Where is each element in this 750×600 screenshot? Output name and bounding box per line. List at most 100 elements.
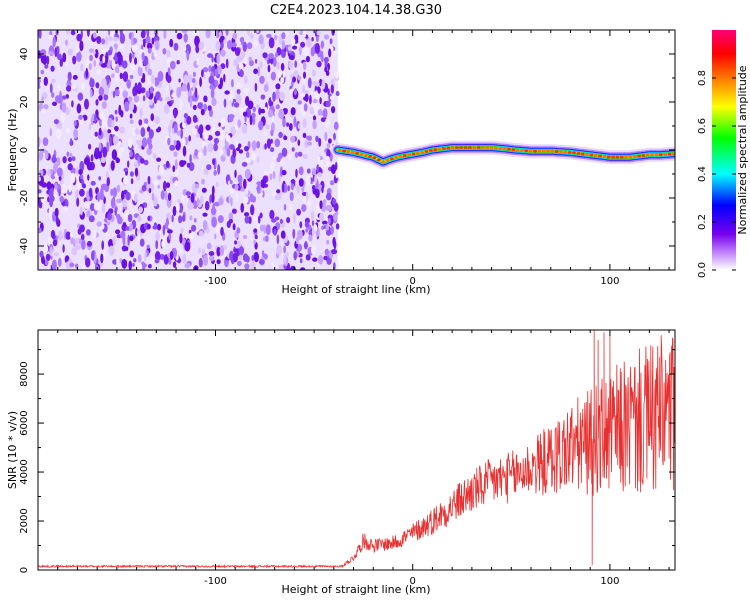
noise-blob <box>279 218 283 224</box>
noise-blob <box>168 257 172 265</box>
noise-blob <box>312 115 317 121</box>
noise-blob <box>135 139 140 144</box>
noise-blob <box>303 45 309 56</box>
noise-blob <box>107 49 113 56</box>
noise-blob <box>111 59 116 69</box>
noise-blob <box>207 105 212 111</box>
noise-blob <box>232 32 238 40</box>
noise-blob <box>200 195 204 205</box>
noise-blob <box>59 195 64 203</box>
noise-blob <box>44 260 49 266</box>
ridge-peak <box>450 146 455 149</box>
noise-blob <box>52 239 58 247</box>
noise-blob <box>243 196 249 204</box>
ridge-peak <box>520 149 524 152</box>
noise-blob <box>156 157 162 162</box>
noise-blob <box>320 40 325 49</box>
noise-blob <box>320 50 324 61</box>
noise-blob <box>179 233 183 244</box>
noise-blob <box>294 151 299 159</box>
noise-blob <box>101 117 108 128</box>
noise-blob <box>39 250 44 258</box>
noise-blob <box>149 99 153 106</box>
spectrogram-y-tick-label: 40 <box>19 48 30 61</box>
noise-blob <box>247 100 254 110</box>
noise-blob <box>231 208 237 214</box>
noise-blob <box>202 212 208 217</box>
noise-blob <box>233 102 240 108</box>
noise-blob <box>150 113 155 122</box>
noise-blob <box>137 82 142 91</box>
snr-x-axis-label: Height of straight line (km) <box>281 583 430 596</box>
noise-blob <box>266 33 272 38</box>
noise-blob <box>116 213 121 220</box>
noise-blob <box>108 245 115 256</box>
noise-blob <box>327 62 330 71</box>
ridge-peak <box>472 146 477 149</box>
noise-blob <box>121 190 125 202</box>
ridge-peak <box>563 150 568 154</box>
noise-blob <box>208 251 215 256</box>
noise-blob <box>115 157 120 164</box>
noise-blob <box>322 199 327 205</box>
noise-blob <box>129 235 134 242</box>
noise-blob <box>71 85 76 90</box>
noise-blob <box>139 238 145 247</box>
noise-blob <box>166 212 171 220</box>
noise-blob <box>324 66 328 73</box>
noise-blob <box>330 84 334 94</box>
noise-blob <box>317 109 323 116</box>
noise-blob <box>62 52 67 63</box>
noise-blob <box>256 104 260 109</box>
noise-blob <box>133 161 139 168</box>
noise-blob <box>253 228 258 233</box>
ridge-peak <box>567 151 572 154</box>
noise-blob <box>166 75 172 84</box>
noise-blob <box>315 81 320 87</box>
noise-blob <box>305 55 310 63</box>
ridge-peak <box>346 150 351 153</box>
noise-blob <box>162 225 166 236</box>
noise-blob <box>215 224 221 233</box>
noise-blob <box>167 229 173 234</box>
noise-blob <box>62 156 67 164</box>
noise-blob <box>282 118 286 128</box>
noise-blob <box>224 244 227 251</box>
noise-blob <box>168 123 172 135</box>
noise-blob <box>44 64 49 69</box>
noise-blob <box>192 128 198 136</box>
noise-blob <box>146 147 152 156</box>
ridge-peak <box>350 151 355 154</box>
noise-blob <box>300 41 306 48</box>
noise-blob <box>198 247 201 254</box>
noise-blob <box>306 38 312 48</box>
noise-blob <box>170 119 174 125</box>
noise-blob <box>269 147 275 153</box>
noise-blob <box>263 84 269 92</box>
snr-x-tick-label: -100 <box>204 576 227 587</box>
noise-blob <box>258 34 264 45</box>
noise-blob <box>299 221 303 229</box>
noise-blob <box>257 215 261 224</box>
noise-blob <box>86 30 90 37</box>
noise-blob <box>317 155 321 163</box>
noise-blob <box>321 186 324 194</box>
spectrogram-y-tick-label: -20 <box>19 190 30 206</box>
noise-blob <box>135 227 138 237</box>
noise-blob <box>265 224 271 236</box>
noise-blob <box>208 255 215 262</box>
noise-blob <box>238 246 245 256</box>
noise-blob <box>209 194 212 204</box>
noise-blob <box>311 184 316 191</box>
noise-blob <box>51 156 57 164</box>
noise-blob <box>155 231 160 241</box>
noise-blob <box>246 151 250 159</box>
noise-blob <box>72 74 78 80</box>
noise-blob <box>106 177 111 187</box>
noise-blob <box>218 83 223 90</box>
noise-blob <box>245 157 252 163</box>
noise-blob <box>333 213 338 222</box>
ridge-peak <box>611 155 616 159</box>
noise-blob <box>87 174 90 181</box>
noise-blob <box>325 100 331 108</box>
